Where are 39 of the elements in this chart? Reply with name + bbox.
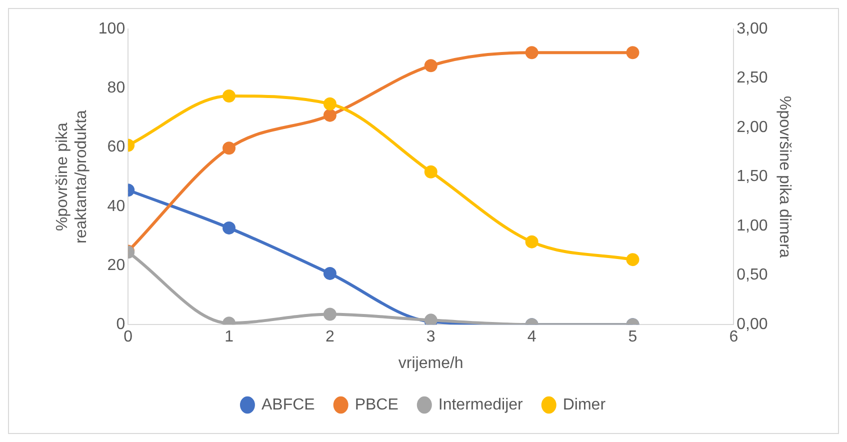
y2-tick-label: 3,00 xyxy=(736,20,768,38)
point xyxy=(222,90,236,103)
y-tick-label: 0 xyxy=(116,316,126,334)
point xyxy=(424,59,438,72)
y2-tick-label: 2,00 xyxy=(736,118,768,136)
point xyxy=(626,253,640,266)
point xyxy=(323,97,336,110)
y2-tick-label: 2,50 xyxy=(736,70,768,87)
y2-tick-label: 0,50 xyxy=(736,266,768,284)
point xyxy=(525,46,538,60)
x-axis-title: vrijeme/h xyxy=(398,354,464,372)
legend-label: PBCE xyxy=(354,396,398,414)
point xyxy=(525,235,538,248)
x-tick-label: 3 xyxy=(426,328,436,346)
legend-label: Dimer xyxy=(562,396,606,414)
point xyxy=(323,266,336,280)
legend-label: ABFCE xyxy=(261,396,315,414)
x-tick-label: 1 xyxy=(224,328,234,346)
x-tick-label: 5 xyxy=(628,328,638,346)
y-tick-label: 20 xyxy=(107,256,126,274)
y-tick-label: 80 xyxy=(107,80,126,97)
point xyxy=(222,221,236,234)
point xyxy=(424,165,438,178)
point xyxy=(323,308,336,321)
y2-tick-label: 1,00 xyxy=(736,217,768,234)
x-tick-label: 2 xyxy=(325,328,334,346)
y-tick-label: 60 xyxy=(107,138,126,156)
y-tick-label: 40 xyxy=(107,198,126,215)
point xyxy=(323,108,336,122)
y2-tick-label: 0,00 xyxy=(736,316,768,334)
y2-tick-label: 1,50 xyxy=(736,168,768,186)
y-tick-label: 100 xyxy=(98,20,126,38)
x-tick-label: 6 xyxy=(729,328,738,346)
legend-label: Intermedijer xyxy=(438,396,524,414)
y2-axis-title: %površine pika dimera xyxy=(776,96,793,258)
point xyxy=(222,142,236,155)
point xyxy=(626,46,640,60)
y-axis-title: %površine pika reaktanta/produkta xyxy=(54,110,90,244)
x-tick-label: 4 xyxy=(527,328,536,346)
